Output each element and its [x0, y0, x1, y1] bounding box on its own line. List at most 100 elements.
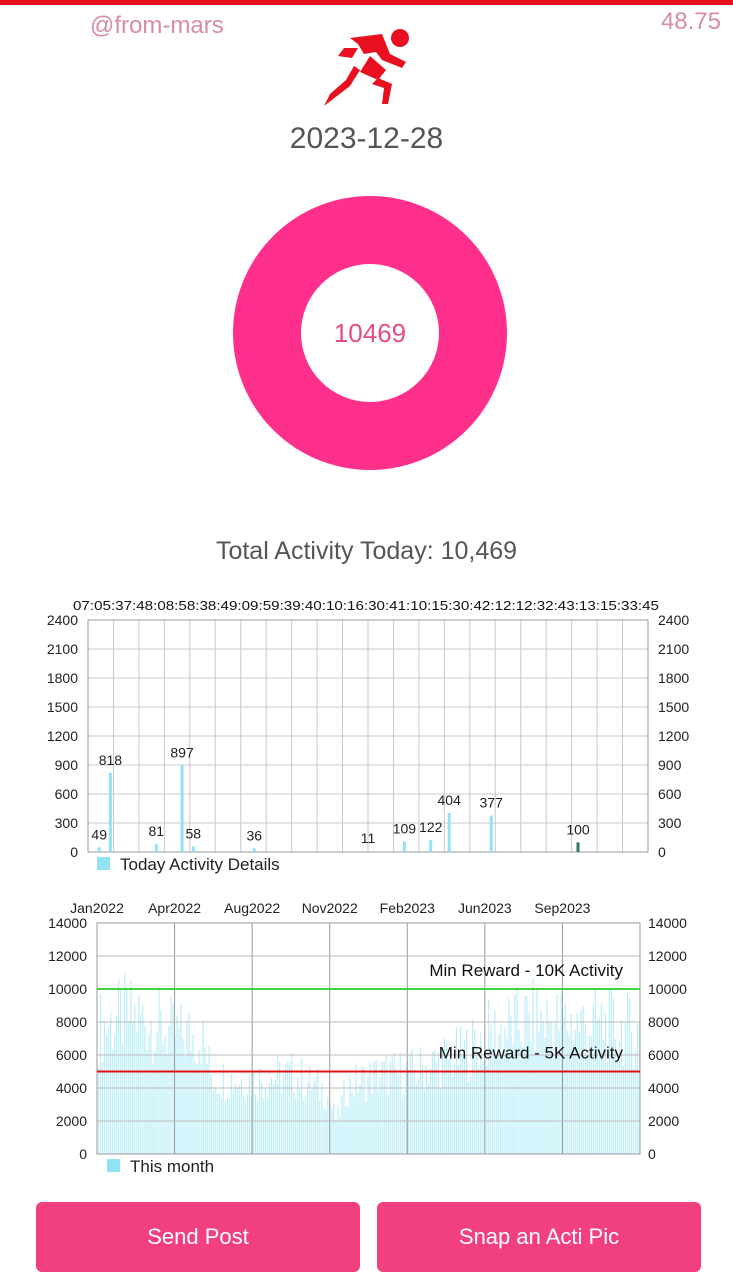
- bar: [413, 1070, 415, 1154]
- bar: [397, 1074, 399, 1154]
- y-tick-label-left: 10000: [48, 981, 87, 997]
- bar: [417, 1078, 419, 1154]
- bar: [335, 1121, 337, 1154]
- bar: [383, 1061, 385, 1154]
- y-tick-label-right: 1500: [658, 699, 689, 715]
- bar-value-label: 404: [438, 792, 462, 808]
- bar: [323, 1107, 325, 1154]
- bar: [212, 1090, 214, 1154]
- bar: [365, 1101, 367, 1154]
- bar: [574, 1030, 576, 1154]
- y-tick-label-right: 2400: [658, 612, 689, 628]
- reference-line-label: Min Reward - 5K Activity: [439, 1044, 624, 1063]
- bar: [268, 1083, 271, 1154]
- bar-value-label: 122: [419, 819, 443, 835]
- bar: [636, 1023, 639, 1154]
- bar: [407, 1071, 409, 1154]
- bar: [462, 1056, 464, 1154]
- y-tick-label-right: 900: [658, 757, 682, 773]
- bar: [188, 1013, 190, 1154]
- bar: [246, 1094, 249, 1154]
- bar: [339, 1116, 341, 1154]
- bar: [606, 1062, 609, 1154]
- user-handle[interactable]: @from-mars: [90, 12, 224, 39]
- bar-value-label: 49: [91, 826, 107, 842]
- bar: [156, 1031, 158, 1154]
- bar: [437, 1052, 440, 1154]
- x-tick-label: Jun2023: [458, 900, 512, 916]
- bar: [447, 812, 451, 852]
- bar: [526, 996, 528, 1154]
- bar: [152, 1063, 154, 1154]
- activity-donut: [233, 196, 507, 470]
- bar: [552, 1056, 554, 1154]
- bar: [596, 1020, 598, 1154]
- bar: [630, 1031, 633, 1154]
- bar: [224, 1101, 226, 1154]
- bar: [116, 1016, 118, 1154]
- bar: [349, 1074, 351, 1154]
- y-tick-label-left: 600: [55, 786, 79, 802]
- bar: [602, 1039, 604, 1154]
- bar: [395, 1068, 397, 1154]
- bar: [210, 1074, 212, 1154]
- bar: [492, 1048, 494, 1154]
- bar: [98, 1067, 100, 1154]
- bar: [331, 1108, 333, 1154]
- bar: [148, 1034, 150, 1154]
- bar: [604, 1013, 607, 1154]
- bar: [140, 1013, 142, 1154]
- y-tick-label-left: 4000: [56, 1080, 87, 1096]
- bar: [337, 1105, 339, 1154]
- bar: [303, 1099, 305, 1154]
- bar: [443, 1038, 446, 1154]
- bar: [544, 1038, 546, 1154]
- bar: [449, 1050, 452, 1154]
- bar: [176, 1015, 178, 1154]
- y-tick-label-left: 6000: [56, 1047, 87, 1063]
- donut-value: 10469: [333, 317, 407, 348]
- bar: [160, 1009, 162, 1154]
- bar: [486, 1066, 488, 1154]
- bar: [347, 1106, 349, 1154]
- bar: [391, 1057, 393, 1154]
- bar: [194, 1061, 196, 1154]
- bar: [118, 978, 120, 1154]
- bar: [582, 1006, 584, 1154]
- bar: [270, 1078, 273, 1154]
- y-tick-label-left: 12000: [48, 948, 87, 964]
- y-tick-label-right: 1800: [658, 670, 689, 686]
- bar: [252, 1070, 255, 1154]
- snap-pic-button[interactable]: Snap an Acti Pic: [377, 1202, 701, 1272]
- bar: [500, 1024, 502, 1154]
- bar: [281, 1093, 283, 1154]
- x-tick-label: Jan2022: [70, 900, 124, 916]
- y-tick-label-left: 1500: [47, 699, 78, 715]
- bar: [309, 1065, 311, 1154]
- send-post-button[interactable]: Send Post: [36, 1202, 360, 1272]
- bar: [208, 1045, 210, 1154]
- bar: [566, 1030, 568, 1154]
- y-tick-label-left: 900: [55, 757, 79, 773]
- bar: [191, 846, 195, 852]
- legend-swatch: [107, 1159, 120, 1172]
- y-tick-label-left: 2400: [47, 612, 78, 628]
- bar: [433, 1049, 436, 1154]
- bar: [262, 1097, 265, 1154]
- bar: [489, 815, 493, 852]
- bar: [524, 995, 526, 1154]
- bar: [490, 1024, 492, 1154]
- bar: [371, 1094, 373, 1154]
- bar: [142, 1004, 144, 1154]
- bar: [182, 1038, 184, 1154]
- legend-label: Today Activity Details: [120, 855, 280, 874]
- bar: [345, 1105, 347, 1154]
- bar: [226, 1097, 228, 1154]
- y-tick-label-right: 6000: [648, 1047, 679, 1063]
- bar: [427, 1083, 430, 1154]
- bar: [429, 1067, 432, 1154]
- runner-icon: [324, 29, 409, 106]
- bar: [419, 1047, 421, 1154]
- bar: [325, 1109, 327, 1154]
- bar: [632, 1068, 635, 1154]
